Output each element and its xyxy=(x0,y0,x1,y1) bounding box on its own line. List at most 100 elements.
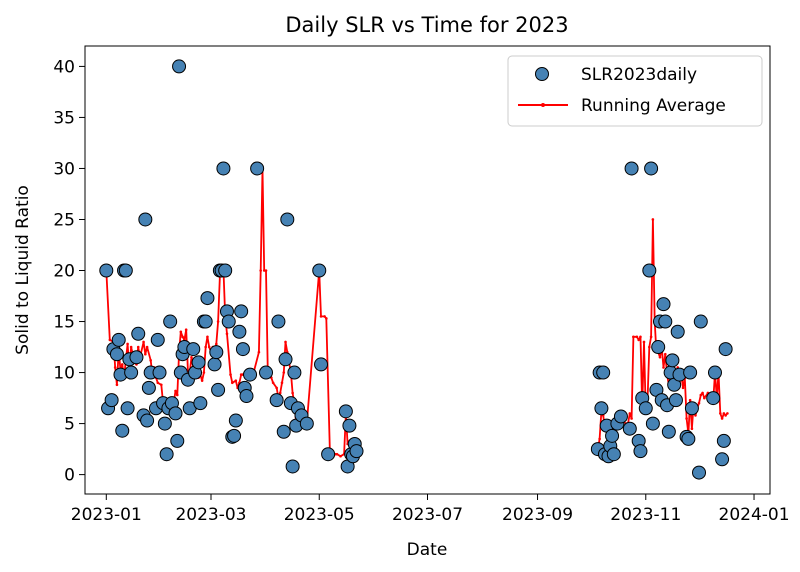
running-average-point xyxy=(190,355,193,359)
y-tick-label: 5 xyxy=(64,415,75,435)
scatter-point xyxy=(140,413,155,428)
running-average-point xyxy=(229,373,232,376)
scatter-point xyxy=(228,413,243,428)
scatter-point xyxy=(661,424,676,439)
scatter-point xyxy=(99,263,114,278)
scatter-point xyxy=(312,263,327,278)
scatter-point xyxy=(209,345,224,360)
x-tick-label: 2023-03 xyxy=(175,505,246,525)
running-average-point xyxy=(271,381,275,385)
scatter-point xyxy=(150,332,165,347)
scatter-point xyxy=(707,365,722,380)
running-average-point xyxy=(701,391,704,395)
x-tick-label: 2024-01 xyxy=(719,505,790,525)
scatter-point xyxy=(131,326,146,341)
scatter-point xyxy=(170,433,185,448)
running-average-point xyxy=(651,218,655,221)
running-average-point xyxy=(108,338,112,342)
running-average-point xyxy=(722,412,726,415)
running-average-point xyxy=(325,317,328,320)
running-average-point xyxy=(726,412,729,415)
running-average-point xyxy=(688,398,692,402)
scatter-point xyxy=(227,428,242,443)
legend: SLR2023daily Running Average xyxy=(507,55,763,127)
scatter-point xyxy=(168,406,183,421)
x-tick-label: 2023-07 xyxy=(392,505,463,525)
legend-label-slr2023daily: SLR2023daily xyxy=(581,65,697,85)
scatter-point xyxy=(651,340,666,355)
scatter-point xyxy=(120,401,135,416)
running-average-point xyxy=(225,332,229,336)
running-average-point xyxy=(649,335,653,339)
scatter-point xyxy=(715,452,730,467)
scatter-point xyxy=(250,161,265,176)
y-tick-label: 40 xyxy=(53,57,75,77)
legend-box xyxy=(507,55,763,127)
scatter-point xyxy=(606,447,621,462)
running-average-point xyxy=(662,366,665,369)
scatter-point xyxy=(138,212,153,227)
x-axis-label: Date xyxy=(407,540,448,560)
scatter-point xyxy=(115,423,130,438)
running-average-point xyxy=(215,342,218,346)
running-average-point xyxy=(156,381,160,385)
scatter-point xyxy=(129,350,144,365)
scatter-point xyxy=(269,393,284,408)
running-average-point xyxy=(630,417,633,420)
running-average-point xyxy=(142,340,145,344)
y-tick-label: 35 xyxy=(53,108,75,128)
running-average-point xyxy=(202,371,206,374)
running-average-point xyxy=(259,269,262,272)
y-tick-label: 30 xyxy=(53,159,75,179)
scatter-point xyxy=(186,342,201,357)
running-average-point xyxy=(126,342,129,346)
scatter-point xyxy=(342,418,357,433)
running-average-point xyxy=(319,315,323,318)
scatter-point xyxy=(218,263,233,278)
x-tick-label: 2023-09 xyxy=(502,505,573,525)
running-average-point xyxy=(681,386,685,390)
running-average-point xyxy=(115,383,119,387)
scatter-point xyxy=(159,447,174,462)
running-average-point xyxy=(323,315,326,318)
running-average-point xyxy=(724,414,727,417)
scatter-point xyxy=(321,447,336,462)
running-average-point xyxy=(230,381,234,385)
running-average-point xyxy=(207,345,211,349)
scatter-point xyxy=(692,465,707,480)
y-tick-label: 10 xyxy=(53,364,75,384)
scatter-point xyxy=(232,324,247,339)
running-average-point xyxy=(120,363,124,366)
scatter-point xyxy=(193,396,208,411)
scatter-point xyxy=(216,161,231,176)
running-average-point xyxy=(598,437,601,441)
y-tick-label: 15 xyxy=(53,313,75,333)
running-average-point xyxy=(264,269,268,272)
scatter-point xyxy=(276,424,291,439)
scatter-point xyxy=(613,409,628,424)
scatter-point xyxy=(239,389,254,404)
chart-title: Daily SLR vs Time for 2023 xyxy=(285,13,568,37)
running-average-point xyxy=(206,335,209,339)
running-average-point xyxy=(282,371,286,374)
scatter-point xyxy=(287,365,302,380)
running-average-point xyxy=(291,391,294,395)
scatter-point xyxy=(596,365,611,380)
legend-label-running-average: Running Average xyxy=(581,96,726,116)
running-average-point xyxy=(275,386,278,390)
running-average-point xyxy=(632,335,635,339)
running-average-point xyxy=(113,366,117,369)
scatter-point xyxy=(314,357,329,372)
scatter-point xyxy=(658,314,673,329)
scatter-point xyxy=(235,342,250,357)
x-tick-label: 2023-01 xyxy=(71,505,142,525)
scatter-point xyxy=(670,324,685,339)
running-average-point xyxy=(635,335,639,339)
scatter-point xyxy=(683,365,698,380)
running-average-point xyxy=(160,383,163,387)
running-average-point xyxy=(179,330,183,334)
running-average-point xyxy=(174,389,177,393)
running-average-point xyxy=(145,345,149,349)
scatter-point xyxy=(622,421,637,436)
running-average-point xyxy=(136,345,140,349)
